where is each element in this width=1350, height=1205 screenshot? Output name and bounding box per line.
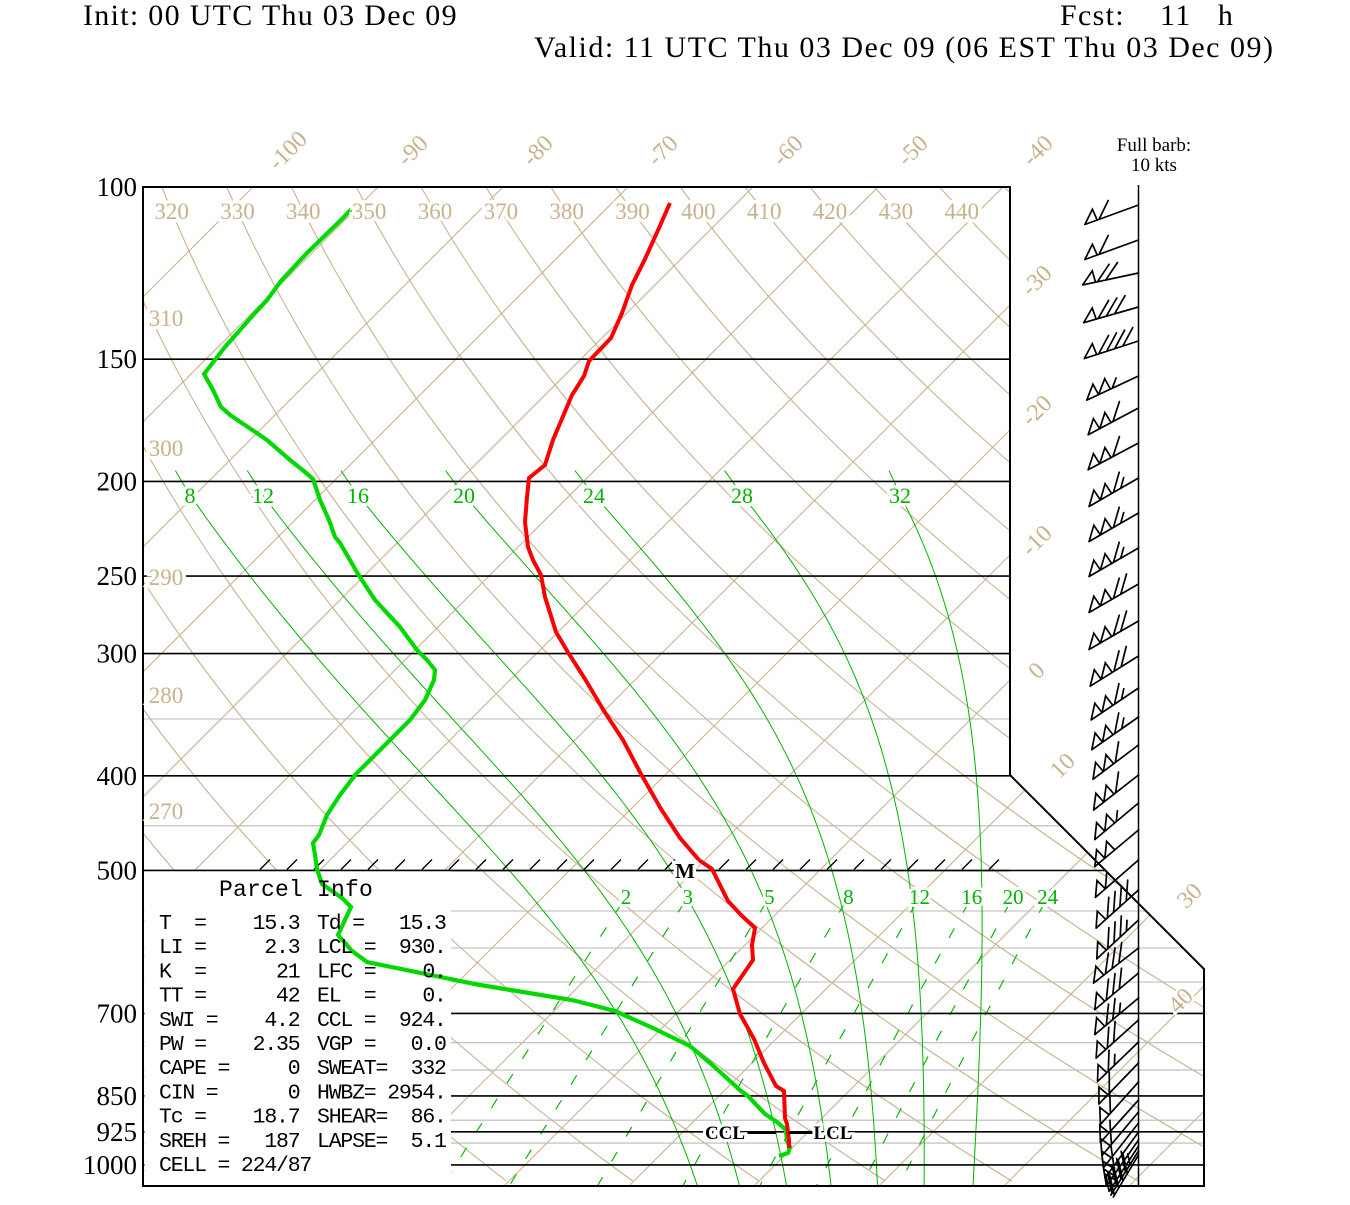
svg-text:700: 700 (97, 998, 138, 1028)
svg-text:SWEAT= 332: SWEAT= 332 (317, 1057, 446, 1081)
svg-text:350: 350 (352, 199, 387, 224)
svg-text:300: 300 (149, 436, 184, 461)
svg-text:LFC = 0.: LFC = 0. (317, 960, 446, 984)
svg-text:12: 12 (252, 483, 274, 508)
svg-text:8: 8 (843, 885, 854, 909)
svg-text:LAPSE= 5.1: LAPSE= 5.1 (317, 1130, 446, 1154)
svg-text:5: 5 (764, 885, 775, 909)
svg-text:420: 420 (813, 199, 848, 224)
svg-text:850: 850 (97, 1081, 138, 1111)
svg-text:100: 100 (97, 172, 138, 202)
svg-text:200: 200 (97, 466, 138, 496)
svg-text:CELL = 224/87: CELL = 224/87 (159, 1154, 311, 1178)
svg-text:16: 16 (961, 885, 982, 909)
svg-text:PW = 2.35: PW = 2.35 (159, 1033, 300, 1057)
svg-text:290: 290 (149, 565, 184, 590)
svg-text:10 kts: 10 kts (1131, 155, 1177, 176)
svg-text:150: 150 (97, 344, 138, 374)
svg-text:TT = 42: TT = 42 (159, 985, 300, 1009)
svg-text:12: 12 (909, 885, 930, 909)
svg-text:K = 21: K = 21 (159, 960, 300, 984)
svg-text:270: 270 (149, 799, 184, 824)
svg-text:LCL: LCL (813, 1123, 852, 1144)
svg-text:300: 300 (97, 639, 138, 669)
svg-text:430: 430 (879, 199, 914, 224)
svg-text:LI = 2.3: LI = 2.3 (159, 936, 300, 960)
svg-text:340: 340 (286, 199, 321, 224)
svg-text:Valid: 11 UTC Thu 03 Dec 09 (0: Valid: 11 UTC Thu 03 Dec 09 (06 EST Thu … (534, 31, 1274, 64)
svg-text:370: 370 (484, 199, 519, 224)
svg-text:250: 250 (97, 561, 138, 591)
svg-text:330: 330 (220, 199, 255, 224)
svg-text:EL = 0.: EL = 0. (317, 985, 446, 1009)
svg-text:500: 500 (97, 856, 138, 886)
svg-text:SWI = 4.2: SWI = 4.2 (159, 1009, 300, 1033)
svg-text:380: 380 (549, 199, 584, 224)
svg-text:24: 24 (1037, 885, 1059, 909)
svg-text:Full barb:: Full barb: (1117, 135, 1191, 156)
svg-text:T = 15.3: T = 15.3 (159, 912, 300, 936)
svg-text:360: 360 (418, 199, 453, 224)
svg-text:410: 410 (747, 199, 782, 224)
svg-text:Fcst: 11 h: Fcst: 11 h (1060, 0, 1234, 32)
svg-text:320: 320 (154, 199, 189, 224)
svg-text:3: 3 (683, 885, 694, 909)
svg-text:VGP = 0.0: VGP = 0.0 (317, 1033, 446, 1057)
svg-text:M: M (675, 859, 695, 883)
svg-text:CCL: CCL (705, 1123, 745, 1144)
svg-text:Tc = 18.7: Tc = 18.7 (159, 1106, 300, 1130)
svg-text:Init: 00 UTC Thu 03 Dec 09: Init: 00 UTC Thu 03 Dec 09 (83, 0, 458, 32)
svg-text:440: 440 (944, 199, 979, 224)
svg-text:SREH = 187: SREH = 187 (159, 1130, 300, 1154)
svg-text:CIN = 0: CIN = 0 (159, 1081, 300, 1105)
svg-text:CAPE = 0: CAPE = 0 (159, 1057, 300, 1081)
svg-text:400: 400 (681, 199, 716, 224)
svg-text:32: 32 (889, 483, 911, 508)
svg-text:Parcel Info: Parcel Info (219, 877, 373, 903)
svg-text:1000: 1000 (83, 1150, 137, 1180)
svg-text:24: 24 (583, 483, 605, 508)
svg-text:925: 925 (97, 1117, 138, 1147)
svg-text:CCL = 924.: CCL = 924. (317, 1009, 446, 1033)
svg-text:16: 16 (347, 483, 369, 508)
svg-text:20: 20 (1003, 885, 1024, 909)
svg-text:Td = 15.3: Td = 15.3 (317, 912, 446, 936)
svg-text:LCL = 930.: LCL = 930. (317, 936, 446, 960)
svg-text:20: 20 (453, 483, 475, 508)
svg-text:2: 2 (621, 885, 632, 909)
svg-text:8: 8 (185, 483, 196, 508)
svg-text:280: 280 (149, 683, 184, 708)
svg-text:400: 400 (97, 761, 138, 791)
svg-text:28: 28 (731, 483, 753, 508)
svg-text:390: 390 (615, 199, 650, 224)
svg-text:310: 310 (149, 306, 184, 331)
svg-text:HWBZ= 2954.: HWBZ= 2954. (317, 1081, 446, 1105)
svg-text:SHEAR= 86.: SHEAR= 86. (317, 1106, 446, 1130)
